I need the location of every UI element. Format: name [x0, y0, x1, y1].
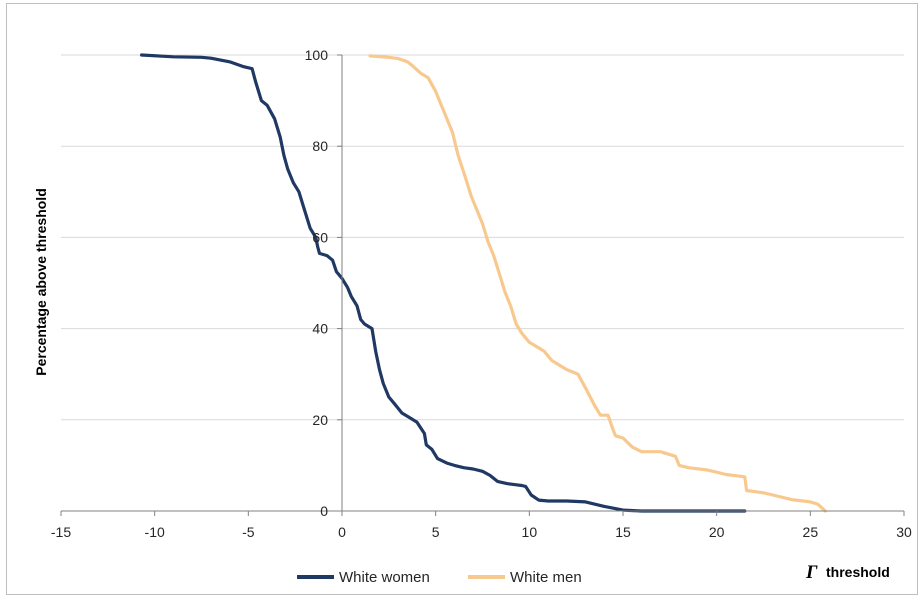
- x-tick-label: 0: [338, 524, 346, 540]
- x-axis-label-symbol: Γ: [805, 562, 818, 583]
- x-tick-label: 5: [432, 524, 440, 540]
- series-line-white-men: [368, 54, 827, 513]
- legend: White women White men: [297, 569, 582, 586]
- y-tick-label: 60: [312, 229, 328, 245]
- y-tick-label: 0: [320, 503, 328, 519]
- x-axis-label: Γ threshold: [805, 562, 890, 583]
- x-tick-label: 30: [896, 524, 912, 540]
- x-tick-label: -10: [145, 524, 165, 540]
- x-tick-label: 15: [615, 524, 631, 540]
- x-tick-labels: -15 -10 -5 0 5 10 15 20 25 30: [51, 524, 912, 540]
- x-tick-label: -5: [242, 524, 255, 540]
- legend-label-white-women: White women: [339, 569, 430, 586]
- x-tick-label: 20: [709, 524, 725, 540]
- y-axis-label: Percentage above threshold: [33, 188, 49, 376]
- chart-frame: [6, 3, 918, 595]
- y-tick-labels: 0 20 40 60 80 100: [305, 47, 329, 519]
- x-axis-label-text: threshold: [826, 564, 890, 580]
- y-tick-label: 40: [312, 321, 328, 337]
- y-tick-label: 20: [312, 412, 328, 428]
- series-line-white-women: [140, 53, 747, 513]
- series-lines: [140, 53, 827, 513]
- axes: [60, 54, 905, 516]
- x-tick-label: 25: [803, 524, 819, 540]
- x-tick-label: 10: [522, 524, 538, 540]
- y-tick-label: 100: [305, 47, 329, 63]
- x-tick-label: -15: [51, 524, 71, 540]
- y-tick-label: 80: [312, 138, 328, 154]
- gridlines: [61, 54, 904, 421]
- legend-label-white-men: White men: [510, 569, 582, 586]
